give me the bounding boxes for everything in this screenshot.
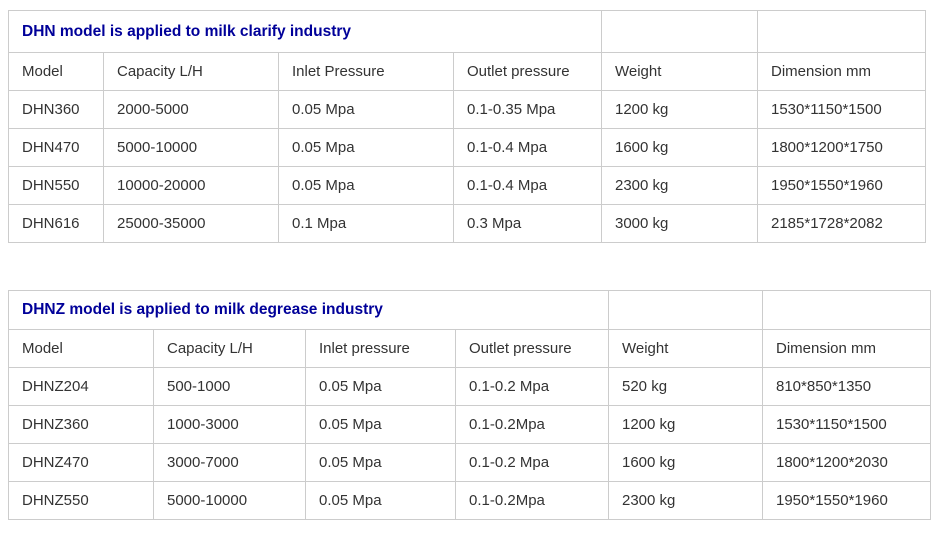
cell-weight: 1200 kg [608, 405, 763, 444]
cell-weight: 3000 kg [601, 204, 758, 243]
dhn-table-title-row: DHN model is applied to milk clarify ind… [8, 10, 926, 53]
cell-capacity: 1000-3000 [153, 405, 306, 444]
cell-outlet-pressure: 0.1-0.2Mpa [455, 405, 609, 444]
empty-title-cell [601, 10, 758, 53]
table-row: DHNZ470 3000-7000 0.05 Mpa 0.1-0.2 Mpa 1… [8, 443, 931, 482]
cell-inlet-pressure: 0.05 Mpa [305, 481, 456, 520]
cell-weight: 1600 kg [601, 128, 758, 167]
dhn-header-row: Model Capacity L/H Inlet Pressure Outlet… [8, 52, 926, 91]
cell-model: DHN360 [8, 90, 104, 129]
cell-model: DHNZ550 [8, 481, 154, 520]
cell-inlet-pressure: 0.05 Mpa [305, 443, 456, 482]
dhnz-table-title: DHNZ model is applied to milk degrease i… [8, 290, 609, 330]
column-header-capacity: Capacity L/H [103, 52, 279, 91]
column-header-inlet-pressure: Inlet Pressure [278, 52, 454, 91]
table-row: DHNZ360 1000-3000 0.05 Mpa 0.1-0.2Mpa 12… [8, 405, 931, 444]
cell-weight: 2300 kg [608, 481, 763, 520]
cell-model: DHN616 [8, 204, 104, 243]
cell-weight: 2300 kg [601, 166, 758, 205]
dhnz-spec-table: DHNZ model is applied to milk degrease i… [8, 290, 931, 520]
cell-capacity: 2000-5000 [103, 90, 279, 129]
cell-dimension: 1800*1200*1750 [757, 128, 926, 167]
cell-inlet-pressure: 0.05 Mpa [278, 90, 454, 129]
table-row: DHNZ550 5000-10000 0.05 Mpa 0.1-0.2Mpa 2… [8, 481, 931, 520]
cell-outlet-pressure: 0.1-0.4 Mpa [453, 128, 602, 167]
cell-outlet-pressure: 0.1-0.2Mpa [455, 481, 609, 520]
column-header-capacity: Capacity L/H [153, 329, 306, 368]
column-header-dimension: Dimension mm [762, 329, 931, 368]
cell-outlet-pressure: 0.1-0.2 Mpa [455, 367, 609, 406]
cell-weight: 1200 kg [601, 90, 758, 129]
dhnz-header-row: Model Capacity L/H Inlet pressure Outlet… [8, 329, 931, 368]
dhn-spec-table: DHN model is applied to milk clarify ind… [8, 10, 926, 243]
cell-outlet-pressure: 0.1-0.2 Mpa [455, 443, 609, 482]
empty-title-cell [762, 290, 931, 330]
cell-capacity: 10000-20000 [103, 166, 279, 205]
column-header-inlet-pressure: Inlet pressure [305, 329, 456, 368]
cell-dimension: 1800*1200*2030 [762, 443, 931, 482]
column-header-model: Model [8, 52, 104, 91]
cell-inlet-pressure: 0.05 Mpa [278, 166, 454, 205]
cell-capacity: 5000-10000 [153, 481, 306, 520]
cell-outlet-pressure: 0.1-0.35 Mpa [453, 90, 602, 129]
column-header-dimension: Dimension mm [757, 52, 926, 91]
cell-inlet-pressure: 0.05 Mpa [305, 405, 456, 444]
cell-inlet-pressure: 0.05 Mpa [305, 367, 456, 406]
cell-dimension: 1950*1550*1960 [757, 166, 926, 205]
cell-capacity: 5000-10000 [103, 128, 279, 167]
empty-title-cell [757, 10, 926, 53]
cell-outlet-pressure: 0.1-0.4 Mpa [453, 166, 602, 205]
cell-capacity: 3000-7000 [153, 443, 306, 482]
cell-inlet-pressure: 0.1 Mpa [278, 204, 454, 243]
cell-capacity: 25000-35000 [103, 204, 279, 243]
cell-dimension: 2185*1728*2082 [757, 204, 926, 243]
cell-weight: 520 kg [608, 367, 763, 406]
table-row: DHN470 5000-10000 0.05 Mpa 0.1-0.4 Mpa 1… [8, 128, 926, 167]
table-row: DHN616 25000-35000 0.1 Mpa 0.3 Mpa 3000 … [8, 204, 926, 243]
cell-outlet-pressure: 0.3 Mpa [453, 204, 602, 243]
column-header-model: Model [8, 329, 154, 368]
cell-dimension: 1530*1150*1500 [762, 405, 931, 444]
cell-weight: 1600 kg [608, 443, 763, 482]
cell-dimension: 1530*1150*1500 [757, 90, 926, 129]
cell-model: DHN550 [8, 166, 104, 205]
column-header-weight: Weight [608, 329, 763, 368]
table-row: DHN550 10000-20000 0.05 Mpa 0.1-0.4 Mpa … [8, 166, 926, 205]
cell-model: DHNZ470 [8, 443, 154, 482]
cell-model: DHNZ360 [8, 405, 154, 444]
cell-dimension: 1950*1550*1960 [762, 481, 931, 520]
column-header-outlet-pressure: Outlet pressure [453, 52, 602, 91]
dhnz-table-title-row: DHNZ model is applied to milk degrease i… [8, 290, 931, 330]
table-row: DHN360 2000-5000 0.05 Mpa 0.1-0.35 Mpa 1… [8, 90, 926, 129]
dhn-table-title: DHN model is applied to milk clarify ind… [8, 10, 602, 53]
cell-model: DHNZ204 [8, 367, 154, 406]
cell-inlet-pressure: 0.05 Mpa [278, 128, 454, 167]
cell-model: DHN470 [8, 128, 104, 167]
cell-capacity: 500-1000 [153, 367, 306, 406]
column-header-outlet-pressure: Outlet pressure [455, 329, 609, 368]
cell-dimension: 810*850*1350 [762, 367, 931, 406]
column-header-weight: Weight [601, 52, 758, 91]
table-row: DHNZ204 500-1000 0.05 Mpa 0.1-0.2 Mpa 52… [8, 367, 931, 406]
empty-title-cell [608, 290, 763, 330]
